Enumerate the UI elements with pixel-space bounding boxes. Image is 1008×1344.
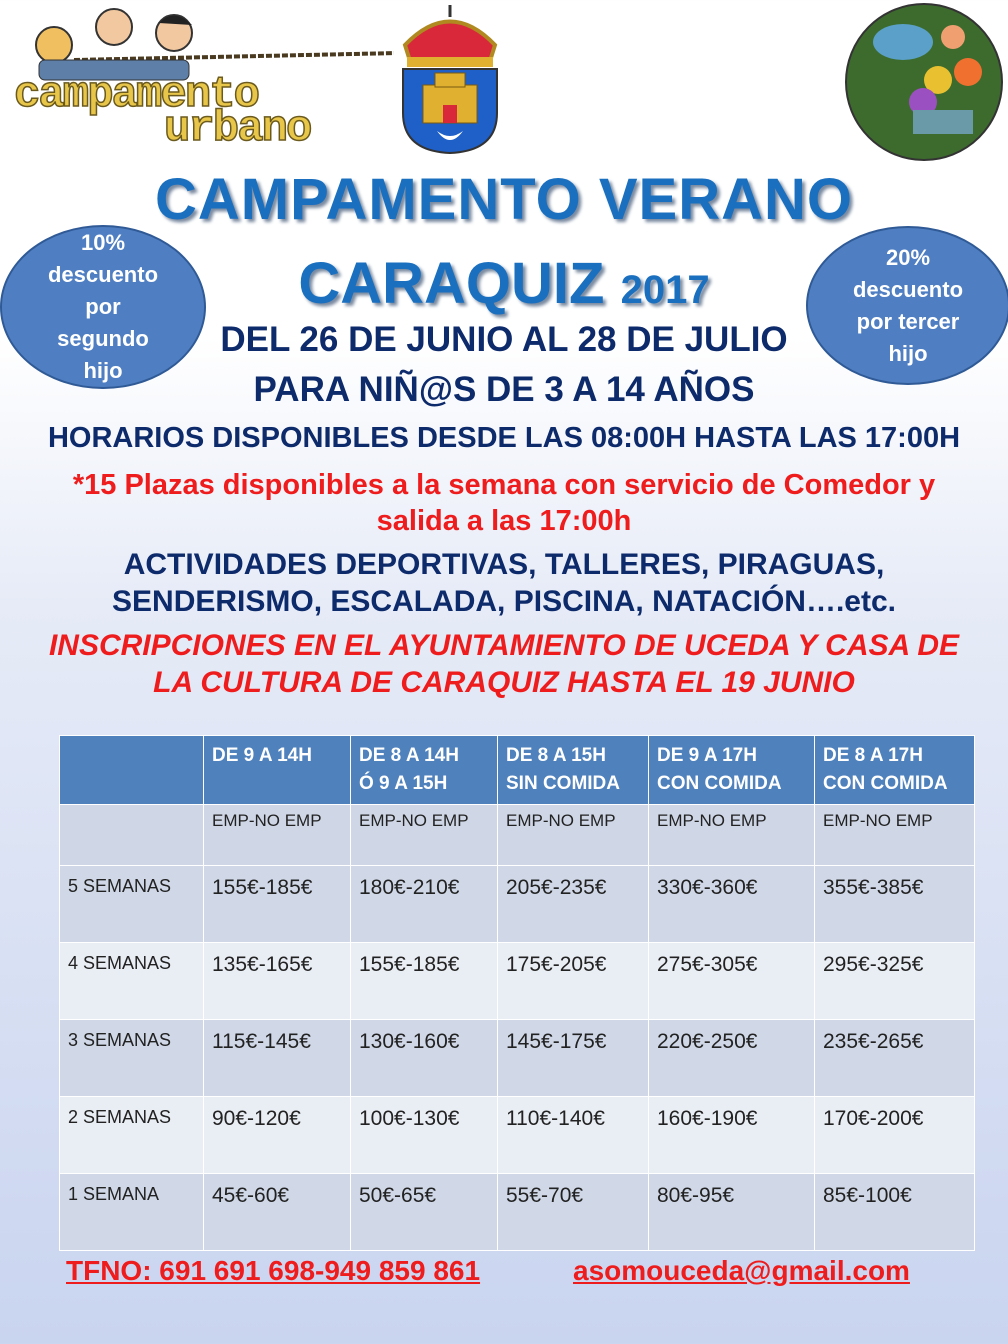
children-explorers-image: [845, 3, 1003, 161]
price-cell: 85€-100€: [814, 1173, 975, 1251]
price-cell: 145€-175€: [497, 1019, 649, 1097]
discount-text: 20%: [885, 244, 931, 270]
discount-text: descuento: [47, 262, 159, 287]
schedule-text: HORARIOS DISPONIBLES DESDE LAS 08:00H HA…: [47, 422, 961, 454]
header-line: DE 8 A 14H: [359, 745, 459, 766]
header-line: DE 8 A 17H: [823, 745, 923, 766]
price-cell: 55€-70€: [497, 1173, 649, 1251]
row-label-cell: 5 SEMANAS: [59, 865, 204, 943]
price-cell: 330€-360€: [648, 865, 815, 943]
logo-word-2: urbano: [163, 104, 313, 154]
header-line: DE 9 A 17H: [657, 745, 757, 766]
price-cell: 235€-265€: [814, 1019, 975, 1097]
table-cell: [59, 804, 204, 866]
table-header-cell: DE 8 A 15H SIN COMIDA: [497, 735, 649, 805]
price-cell: 170€-200€: [814, 1096, 975, 1174]
activities-line: ACTIVIDADES DEPORTIVAS, TALLERES, PIRAGU…: [123, 548, 885, 581]
table-cell: EMP-NO EMP: [814, 804, 975, 866]
price-cell: 160€-190€: [648, 1096, 815, 1174]
plazas-line: *15 Plazas disponibles a la semana con s…: [72, 469, 936, 501]
campamento-urbano-logo-text: campamento urbano: [13, 70, 386, 154]
discount-text: hijo: [888, 340, 928, 366]
header-line: Ó 9 A 15H: [359, 773, 448, 794]
title-place: CARAQUIZ: [298, 251, 605, 316]
table-row: 1 SEMANA 45€-60€ 50€-65€ 55€-70€ 80€-95€ 85€-…: [59, 1173, 975, 1251]
table-header-cell: DE 8 A 17H CON COMIDA: [814, 735, 975, 805]
price-cell: 175€-205€: [497, 942, 649, 1020]
price-cell: 220€-250€: [648, 1019, 815, 1097]
coat-of-arms-icon: [402, 5, 498, 155]
table-row: 5 SEMANAS 155€-185€ 180€-210€ 205€-235€ 330€…: [59, 865, 975, 943]
table-header-cell: DE 8 A 14H Ó 9 A 15H: [350, 735, 498, 805]
price-cell: 205€-235€: [497, 865, 649, 943]
phone-link[interactable]: TFNO: 691 691 698-949 859 861: [66, 1255, 481, 1286]
discount-text: hijo: [83, 358, 123, 383]
price-cell: 180€-210€: [350, 865, 498, 943]
header-line: SIN COMIDA: [506, 773, 620, 794]
discount-badge-third-child: 20% descuento por tercer hijo: [806, 226, 1008, 385]
price-cell: 355€-385€: [814, 865, 975, 943]
campamento-urbano-logo: [14, 5, 400, 150]
inscriptions-text: INSCRIPCIONES EN EL AYUNTAMIENTO DE UCED…: [0, 627, 1008, 701]
title-line-1: CAMPAMENTO VERANO: [155, 167, 853, 232]
price-cell: 100€-130€: [350, 1096, 498, 1174]
table-row: 4 SEMANAS 135€-165€ 155€-185€ 175€-205€ 275€…: [59, 942, 975, 1020]
header-line: CON COMIDA: [657, 773, 782, 794]
table-row: 3 SEMANAS 115€-145€ 130€-160€ 145€-175€ 220€…: [59, 1019, 975, 1097]
price-cell: 90€-120€: [203, 1096, 351, 1174]
plazas-line: salida a las 17:00h: [376, 505, 632, 537]
price-cell: 110€-140€: [497, 1096, 649, 1174]
discount-text: por: [85, 294, 121, 319]
table-row: 2 SEMANAS 90€-120€ 100€-130€ 110€-140€ 160€-…: [59, 1096, 975, 1174]
header-line: CON COMIDA: [823, 773, 948, 794]
row-label-cell: 2 SEMANAS: [59, 1096, 204, 1174]
price-cell: 80€-95€: [648, 1173, 815, 1251]
email-link[interactable]: asomouceda@gmail.com: [573, 1255, 910, 1286]
price-cell: 115€-145€: [203, 1019, 351, 1097]
price-cell: 275€-305€: [648, 942, 815, 1020]
plazas-text: *15 Plazas disponibles a la semana con s…: [0, 467, 1008, 539]
header-line: DE 8 A 15H: [506, 745, 606, 766]
activities-text: ACTIVIDADES DEPORTIVAS, TALLERES, PIRAGU…: [0, 546, 1008, 620]
table-subheader-row: EMP-NO EMP EMP-NO EMP EMP-NO EMP EMP-NO …: [59, 804, 975, 866]
inscriptions-line: INSCRIPCIONES EN EL AYUNTAMIENTO DE UCED…: [48, 629, 960, 662]
discount-text: segundo: [57, 326, 149, 351]
table-cell: EMP-NO EMP: [648, 804, 815, 866]
inscriptions-line: LA CULTURA DE CARAQUIZ HASTA EL 19 JUNIO: [153, 666, 855, 699]
kids-pulling-rope-illustration: [35, 8, 400, 81]
table-header-cell: [59, 735, 204, 805]
price-cell: 155€-185€: [350, 942, 498, 1020]
table-cell: EMP-NO EMP: [203, 804, 351, 866]
table-header-cell: DE 9 A 17H CON COMIDA: [648, 735, 815, 805]
price-cell: 130€-160€: [350, 1019, 498, 1097]
row-label-cell: 3 SEMANAS: [59, 1019, 204, 1097]
row-label-cell: 4 SEMANAS: [59, 942, 204, 1020]
discount-text: 10%: [80, 230, 126, 255]
price-cell: 155€-185€: [203, 865, 351, 943]
header-line: DE 9 A 14H: [212, 745, 312, 766]
price-cell: 295€-325€: [814, 942, 975, 1020]
price-table: DE 9 A 14H DE 8 A 14H Ó 9 A 15H DE 8 A 15…: [59, 735, 975, 1251]
price-cell: 45€-60€: [203, 1173, 351, 1251]
title-line-2: CARAQUIZ 2017: [0, 250, 1008, 317]
discount-badge-second-child: 10% descuento por segundo hijo: [0, 225, 206, 389]
table-cell: EMP-NO EMP: [497, 804, 649, 866]
discount-text: por tercer: [856, 308, 960, 334]
price-cell: 50€-65€: [350, 1173, 498, 1251]
table-header-cell: DE 9 A 14H: [203, 735, 351, 805]
logo-word-1: campamento: [13, 70, 261, 120]
table-header-row: DE 9 A 14H DE 8 A 14H Ó 9 A 15H DE 8 A 15…: [59, 735, 975, 805]
ages-text: PARA NIÑ@S DE 3 A 14 AÑOS: [253, 370, 755, 409]
dates-text: DEL 26 DE JUNIO AL 28 DE JULIO: [220, 320, 788, 359]
discount-text: descuento: [852, 276, 964, 302]
activities-line: SENDERISMO, ESCALADA, PISCINA, NATACIÓN……: [112, 585, 896, 618]
row-label-cell: 1 SEMANA: [59, 1173, 204, 1251]
price-cell: 135€-165€: [203, 942, 351, 1020]
table-cell: EMP-NO EMP: [350, 804, 498, 866]
title-year: 2017: [620, 268, 710, 312]
